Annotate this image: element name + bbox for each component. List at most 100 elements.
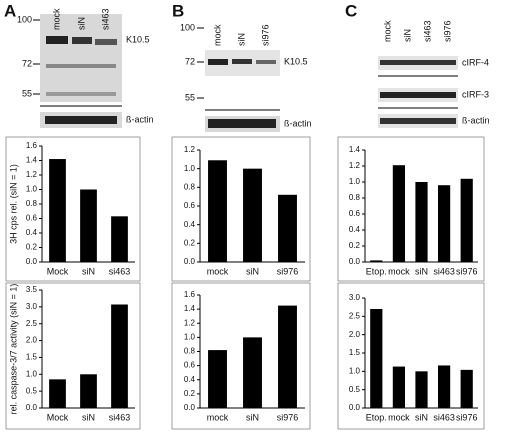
bar xyxy=(392,165,406,262)
chart-frame xyxy=(337,136,485,282)
chart-frame xyxy=(5,282,141,430)
chart-frame xyxy=(337,282,485,430)
band xyxy=(46,92,116,96)
x-tick-label: siN xyxy=(415,266,428,276)
bar xyxy=(392,366,406,408)
x-tick-label: siN xyxy=(82,412,95,422)
bar xyxy=(208,160,227,262)
lane-label: mock xyxy=(51,8,61,30)
bar xyxy=(111,216,128,262)
x-tick-label: si976 xyxy=(277,412,299,422)
bar xyxy=(80,374,97,408)
y-tick-label: 2.0 xyxy=(349,330,361,339)
bar xyxy=(460,369,473,408)
x-tick-label: si463 xyxy=(433,412,455,422)
bar xyxy=(370,260,383,262)
band xyxy=(46,36,68,44)
y-tick-label: 0.6 xyxy=(184,361,196,370)
band xyxy=(95,39,117,45)
protein-label: cIRF-4 xyxy=(462,57,489,67)
y-tick-label: 0.0 xyxy=(26,403,38,412)
bar xyxy=(278,305,297,408)
y-tick-label: 1.0 xyxy=(184,332,196,341)
y-tick-label: 0.8 xyxy=(349,193,361,202)
y-tick-label: 1.6 xyxy=(26,141,38,150)
y-tick-label: 1.0 xyxy=(349,366,361,375)
y-tick-label: 1.6 xyxy=(184,290,196,299)
y-tick-label: 0.4 xyxy=(184,220,196,229)
band xyxy=(232,59,252,64)
marker-label: 72 xyxy=(22,58,32,68)
y-tick-label: 1.2 xyxy=(26,170,38,179)
bar xyxy=(437,185,451,262)
y-tick-label: 3.5 xyxy=(26,285,38,294)
lane-label: si976 xyxy=(442,20,452,42)
x-tick-label: mock xyxy=(388,412,410,422)
y-tick-label: 1.2 xyxy=(349,161,361,170)
band xyxy=(256,60,276,64)
x-tick-label: si463 xyxy=(109,412,131,422)
band xyxy=(380,92,456,98)
x-tick-label: si463 xyxy=(109,266,131,276)
y-tick-label: 0.8 xyxy=(184,182,196,191)
y-tick-label: 1.5 xyxy=(349,348,361,357)
panel-letter: A xyxy=(4,1,16,20)
y-tick-label: 2.5 xyxy=(349,311,361,320)
y-tick-label: 3.0 xyxy=(349,293,361,302)
protein-label: K10.5 xyxy=(284,56,308,66)
band xyxy=(380,60,456,65)
y-tick-label: 1.4 xyxy=(349,145,361,154)
y-tick-label: 3.0 xyxy=(26,302,38,311)
y-tick-label: 0.2 xyxy=(184,238,196,247)
x-tick-label: mock xyxy=(207,266,229,276)
x-tick-label: si463 xyxy=(433,266,455,276)
bar xyxy=(80,189,97,262)
x-tick-label: siN xyxy=(415,412,428,422)
y-tick-label: 0.2 xyxy=(26,243,38,252)
chart-frame xyxy=(5,136,141,282)
y-tick-label: 0.0 xyxy=(184,257,196,266)
marker-label: 100 xyxy=(180,22,195,32)
lane-label: mock xyxy=(212,24,222,46)
x-tick-label: Etop. xyxy=(366,412,387,422)
lane-label: siN xyxy=(402,29,412,42)
bar xyxy=(243,168,262,262)
bar xyxy=(208,350,227,408)
lane-label: siN xyxy=(236,33,246,46)
y-tick-label: 2.5 xyxy=(26,319,38,328)
lane-label: mock xyxy=(382,20,392,42)
band xyxy=(208,119,276,128)
x-tick-label: siN xyxy=(246,266,259,276)
x-tick-label: si976 xyxy=(456,266,478,276)
protein-label: ß-actin xyxy=(126,114,154,124)
bar xyxy=(278,194,297,262)
y-tick-label: 1.0 xyxy=(349,177,361,186)
y-tick-label: 0.6 xyxy=(26,214,38,223)
band xyxy=(380,118,456,124)
chart-frame xyxy=(171,282,311,430)
lane-label: si463 xyxy=(100,8,110,30)
y-tick-label: 0.0 xyxy=(26,257,38,266)
bar xyxy=(437,365,451,408)
chart-frame xyxy=(171,136,311,282)
x-tick-label: Etop. xyxy=(366,266,387,276)
x-tick-label: si976 xyxy=(277,266,299,276)
y-tick-label: 0.6 xyxy=(349,209,361,218)
y-tick-label: 1.4 xyxy=(184,304,196,313)
bar xyxy=(111,304,128,408)
y-tick-label: 1.0 xyxy=(26,185,38,194)
y-tick-label: 0.2 xyxy=(184,389,196,398)
band xyxy=(45,116,117,124)
bar xyxy=(49,159,66,262)
marker-label: 55 xyxy=(185,92,195,102)
y-tick-label: 0.0 xyxy=(349,403,361,412)
x-tick-label: mock xyxy=(207,412,229,422)
x-tick-label: siN xyxy=(82,266,95,276)
x-tick-label: siN xyxy=(246,412,259,422)
protein-label: ß-actin xyxy=(462,115,490,125)
band xyxy=(46,64,116,68)
marker-label: 72 xyxy=(185,56,195,66)
bar xyxy=(460,178,473,262)
y-axis-label: 3H cps rel. (siN = 1) xyxy=(8,164,18,244)
